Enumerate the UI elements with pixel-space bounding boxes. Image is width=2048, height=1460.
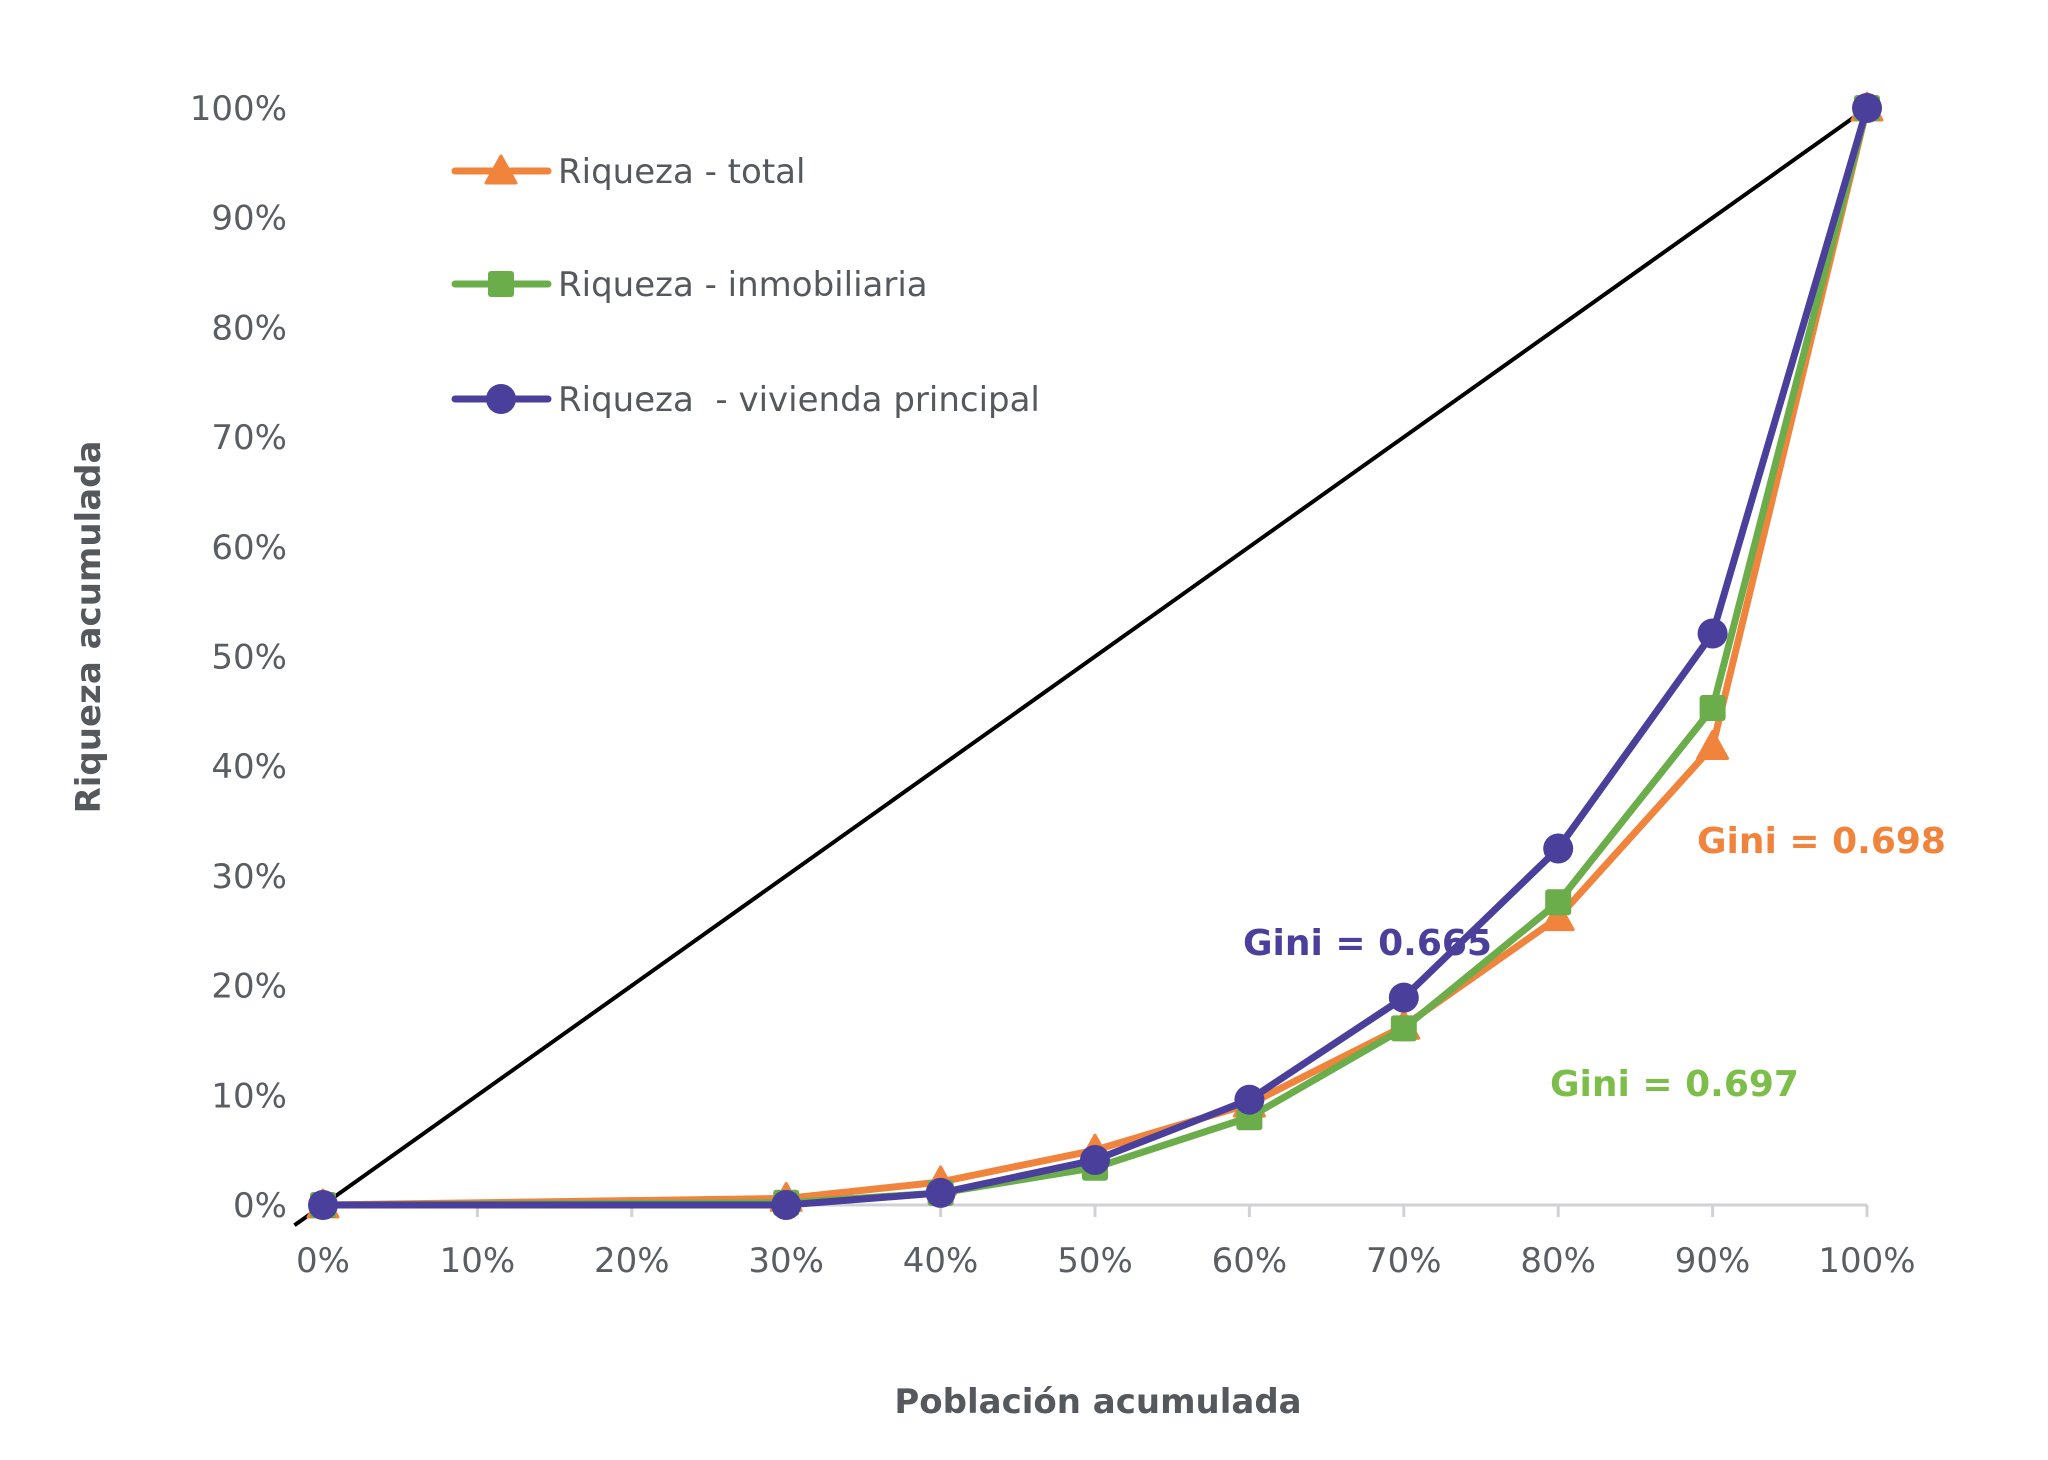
y-tick-label: 80% — [211, 308, 287, 348]
data-point-circle — [1388, 982, 1419, 1013]
legend-label: Riqueza - vivienda principal — [558, 380, 1040, 420]
x-tick-label: 60% — [1212, 1241, 1288, 1281]
data-point-circle — [1543, 833, 1574, 864]
data-point-circle — [1852, 93, 1882, 123]
y-tick-label: 20% — [211, 967, 287, 1007]
data-point-circle — [1080, 1145, 1110, 1176]
equality-line — [293, 106, 1869, 1227]
legend: Riqueza - total Riqueza - inmobiliaria Riq… — [451, 152, 1040, 420]
x-tick-label: 10% — [440, 1241, 516, 1281]
y-tick-label: 100% — [190, 89, 287, 129]
x-tick-label: 50% — [1057, 1241, 1133, 1281]
gini-label-vivienda: Gini = 0.665 — [1243, 923, 1492, 964]
x-tick-label: 30% — [748, 1241, 824, 1281]
y-tick-label: 50% — [211, 638, 287, 678]
y-tick-label: 0% — [233, 1186, 287, 1226]
legend-label: Riqueza - inmobiliaria — [558, 265, 928, 305]
x-tick-label: 70% — [1366, 1241, 1442, 1281]
legend-item: Riqueza - total — [451, 152, 805, 192]
legend-item: Riqueza - vivienda principal — [451, 380, 1040, 420]
x-tick-label: 0% — [296, 1241, 350, 1281]
x-axis-ticks: 0% 10% 20% 30% 40% 50% 60% 70% 80% 90% 100% — [296, 1241, 1916, 1281]
y-tick-label: 40% — [211, 747, 287, 787]
gini-label-total: Gini = 0.698 — [1697, 821, 1946, 862]
data-point-triangle — [1696, 729, 1730, 760]
y-tick-label: 10% — [211, 1076, 287, 1116]
legend-label: Riqueza - total — [558, 152, 805, 192]
data-point-triangle — [1541, 901, 1575, 932]
data-point-circle — [771, 1190, 802, 1220]
legend-item: Riqueza - inmobiliaria — [451, 265, 928, 305]
x-tick-label: 20% — [594, 1241, 670, 1281]
legend-circle-icon — [486, 384, 516, 414]
x-tick-label: 90% — [1675, 1241, 1751, 1281]
legend-square-icon — [488, 271, 514, 297]
x-tick-label: 80% — [1520, 1241, 1596, 1281]
data-point-square — [1545, 889, 1572, 916]
data-point-circle — [1697, 618, 1728, 649]
x-axis-title: Población acumulada — [894, 1382, 1301, 1422]
y-tick-label: 70% — [211, 418, 287, 458]
series-circle — [308, 93, 1882, 1220]
y-tick-label: 30% — [211, 857, 287, 897]
y-axis-title: Riqueza acumulada — [69, 441, 109, 814]
y-tick-label: 60% — [211, 528, 287, 568]
y-tick-label: 90% — [211, 199, 287, 239]
y-axis-ticks: 0% 10% 20% 30% 40% 50% 60% 70% 80% 90% 100% — [190, 89, 287, 1226]
data-point-square — [1390, 1015, 1417, 1042]
gini-label-inmobiliaria: Gini = 0.697 — [1550, 1064, 1799, 1105]
legend-triangle-icon — [484, 154, 518, 185]
x-tick-label: 100% — [1818, 1241, 1915, 1281]
equality-line-group — [293, 106, 1869, 1227]
data-point-circle — [308, 1190, 338, 1220]
series-group — [306, 91, 1884, 1220]
data-point-square — [1699, 695, 1726, 722]
data-point-circle — [1234, 1084, 1265, 1115]
x-tick-label: 40% — [903, 1241, 979, 1281]
data-point-circle — [925, 1177, 956, 1208]
